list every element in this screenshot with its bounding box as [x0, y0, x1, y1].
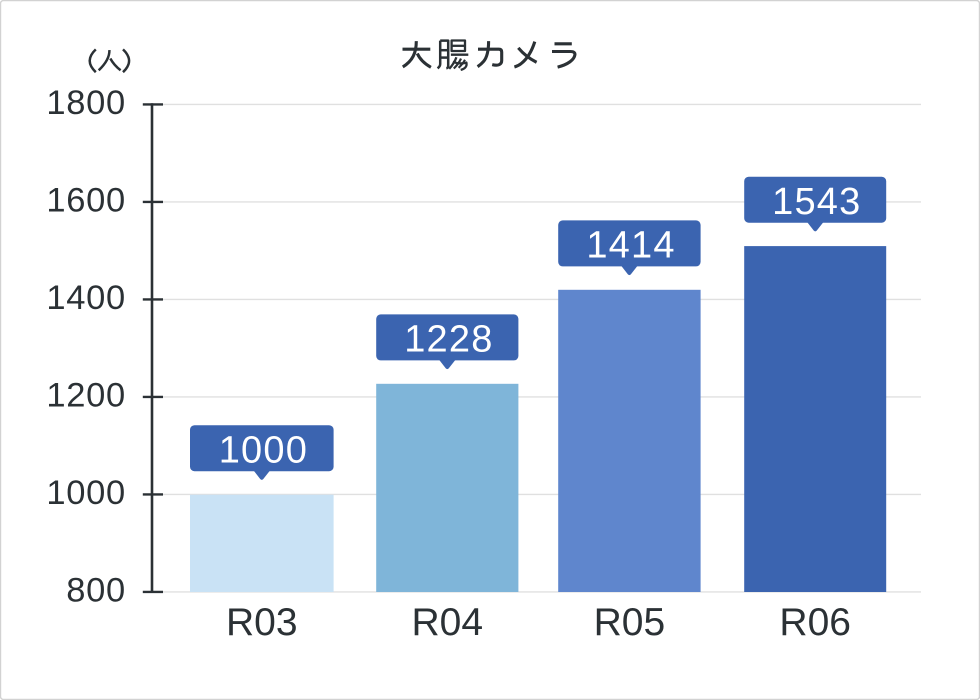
svg-text:1543: 1543	[772, 181, 861, 223]
svg-text:R03: R03	[226, 601, 298, 644]
svg-text:1200: 1200	[46, 377, 126, 415]
svg-text:1414: 1414	[586, 225, 675, 267]
svg-text:R06: R06	[779, 601, 851, 644]
svg-text:1228: 1228	[404, 319, 493, 361]
svg-text:1600: 1600	[46, 182, 126, 220]
svg-text:1000: 1000	[46, 474, 126, 512]
svg-text:1000: 1000	[219, 429, 308, 471]
svg-text:1400: 1400	[46, 279, 126, 317]
svg-text:1800: 1800	[46, 84, 126, 122]
svg-text:800: 800	[66, 572, 126, 610]
svg-text:R05: R05	[594, 601, 666, 644]
svg-text:R04: R04	[412, 601, 484, 644]
